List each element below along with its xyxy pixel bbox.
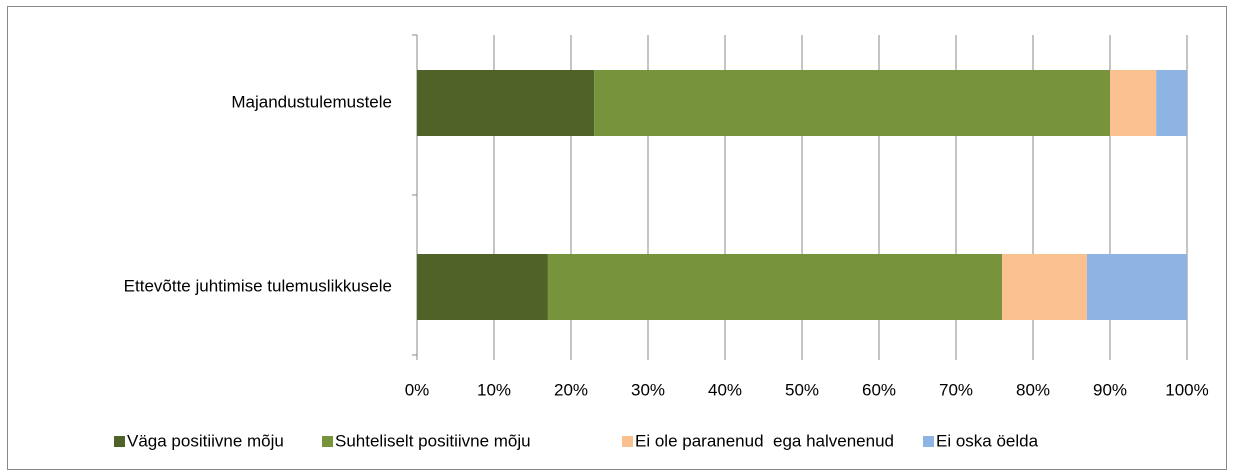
legend-swatch <box>322 436 333 447</box>
y-tick-label: Ettevõtte juhtimise tulemuslikkusele <box>124 276 392 295</box>
bar-segment <box>1156 70 1187 136</box>
bar-segment <box>1110 70 1157 136</box>
bar-segment <box>594 70 1110 136</box>
x-tick-label: 10% <box>477 380 511 399</box>
bar-segment <box>417 70 595 136</box>
legend-label: Ei ole paranenud ega halvenenud <box>635 431 894 450</box>
bar-segment <box>547 254 1003 320</box>
legend-swatch <box>114 436 125 447</box>
legend-label: Ei oska öelda <box>936 431 1039 450</box>
x-tick-label: 40% <box>708 380 742 399</box>
x-tick-label: 70% <box>939 380 973 399</box>
x-tick-label: 30% <box>631 380 665 399</box>
y-tick-label: Majandustulemustele <box>231 92 392 111</box>
x-tick-label: 50% <box>785 380 819 399</box>
legend-label: Suhteliselt positiivne mõju <box>335 431 531 450</box>
legend-label: Väga positiivne mõju <box>127 431 284 450</box>
x-tick-label: 60% <box>862 380 896 399</box>
bar-segment <box>1086 254 1187 320</box>
x-tick-label: 0% <box>405 380 430 399</box>
x-tick-label: 80% <box>1016 380 1050 399</box>
x-tick-label: 100% <box>1165 380 1208 399</box>
legend-swatch <box>923 436 934 447</box>
x-tick-label: 90% <box>1093 380 1127 399</box>
bar-segment <box>417 254 548 320</box>
x-tick-label: 20% <box>554 380 588 399</box>
bar-segment <box>1002 254 1087 320</box>
legend-swatch <box>622 436 633 447</box>
